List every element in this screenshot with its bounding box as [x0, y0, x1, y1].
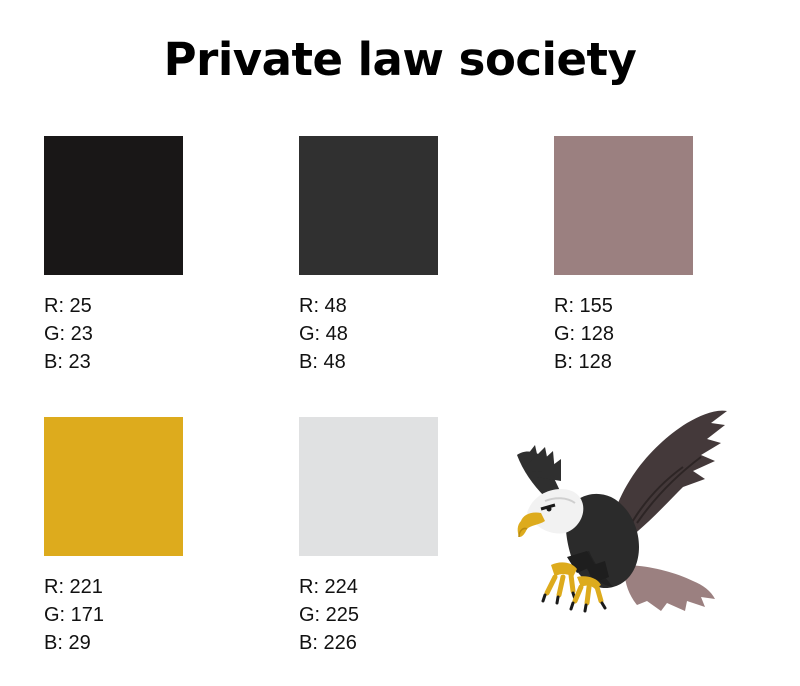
color-swatch: [44, 417, 183, 556]
color-swatch: [554, 136, 693, 275]
eagle-icon: [517, 410, 727, 613]
blue-value: B: 29: [44, 632, 91, 654]
green-value: G: 23: [44, 323, 93, 345]
color-values: R: 25 G: 23 B: 23: [44, 292, 93, 376]
blue-value: B: 23: [44, 351, 91, 373]
blue-value: B: 48: [299, 351, 346, 373]
red-value: R: 48: [299, 295, 347, 317]
green-value: G: 225: [299, 604, 360, 626]
color-swatch: [299, 417, 438, 556]
red-value: R: 155: [554, 295, 613, 317]
color-swatch: [299, 136, 438, 275]
page-title: Private law society: [163, 33, 637, 86]
eagle-far-wing: [517, 445, 561, 497]
red-value: R: 221: [44, 576, 103, 598]
red-value: R: 224: [299, 576, 358, 598]
green-value: G: 171: [44, 604, 105, 626]
color-values: R: 48 G: 48 B: 48: [299, 292, 348, 376]
eagle-head: [517, 489, 584, 538]
blue-value: B: 226: [299, 632, 357, 654]
red-value: R: 25: [44, 295, 92, 317]
blue-value: B: 128: [554, 351, 612, 373]
green-value: G: 48: [299, 323, 348, 345]
color-values: R: 221 G: 171 B: 29: [44, 573, 104, 657]
eagle-tail: [624, 565, 715, 611]
color-values: R: 224 G: 225 B: 226: [299, 573, 359, 657]
eagle-talons: [541, 551, 609, 613]
color-swatch: [44, 136, 183, 275]
color-values: R: 155 G: 128 B: 128: [554, 292, 614, 376]
green-value: G: 128: [554, 323, 615, 345]
